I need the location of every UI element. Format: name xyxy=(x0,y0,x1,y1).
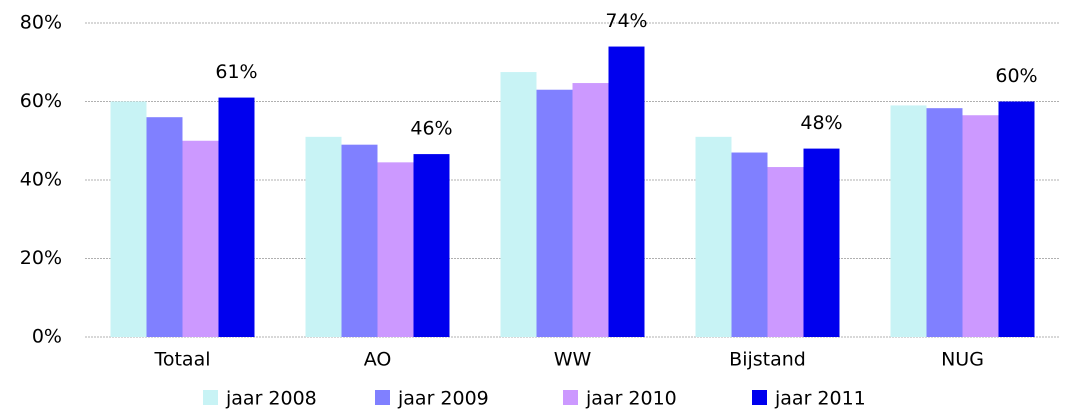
x-tick-label: AO xyxy=(364,349,392,371)
bar xyxy=(218,97,255,337)
legend-label: jaar 2008 xyxy=(225,388,317,410)
bar xyxy=(998,101,1035,337)
bar xyxy=(608,46,645,338)
bar xyxy=(536,89,573,337)
bar xyxy=(305,136,342,337)
bar xyxy=(890,105,927,337)
legend-swatch xyxy=(563,390,578,405)
y-tick-label: 0% xyxy=(32,326,62,348)
data-label: 60% xyxy=(995,65,1037,87)
legend-label: jaar 2010 xyxy=(585,388,677,410)
legend-swatch xyxy=(375,390,390,405)
legend-swatch xyxy=(752,390,767,405)
y-tick-label: 60% xyxy=(20,90,62,112)
bar xyxy=(803,148,840,337)
y-tick-label: 20% xyxy=(20,247,62,269)
data-label: 48% xyxy=(800,112,842,134)
bar xyxy=(500,72,537,337)
bar xyxy=(413,154,450,337)
legend-swatch xyxy=(203,390,218,405)
data-label: 46% xyxy=(410,118,452,140)
bar xyxy=(146,117,183,337)
y-tick-label: 80% xyxy=(20,12,62,34)
x-tick-label: Bijstand xyxy=(729,349,806,371)
legend-label: jaar 2009 xyxy=(397,388,489,410)
data-label: 61% xyxy=(215,61,257,83)
x-tick-label: Totaal xyxy=(153,349,210,371)
bar xyxy=(572,83,609,338)
x-tick-label: NUG xyxy=(941,349,984,371)
bar xyxy=(110,101,147,337)
data-label: 74% xyxy=(605,10,647,32)
bar xyxy=(695,136,732,337)
legend-label: jaar 2011 xyxy=(774,388,866,410)
bar xyxy=(341,144,378,337)
bar xyxy=(377,162,414,337)
y-tick-label: 40% xyxy=(20,169,62,191)
bar xyxy=(731,152,768,337)
bar xyxy=(962,115,999,337)
bar xyxy=(767,167,804,337)
x-tick-label: WW xyxy=(554,349,592,371)
bar xyxy=(926,108,963,337)
bar xyxy=(182,140,219,337)
